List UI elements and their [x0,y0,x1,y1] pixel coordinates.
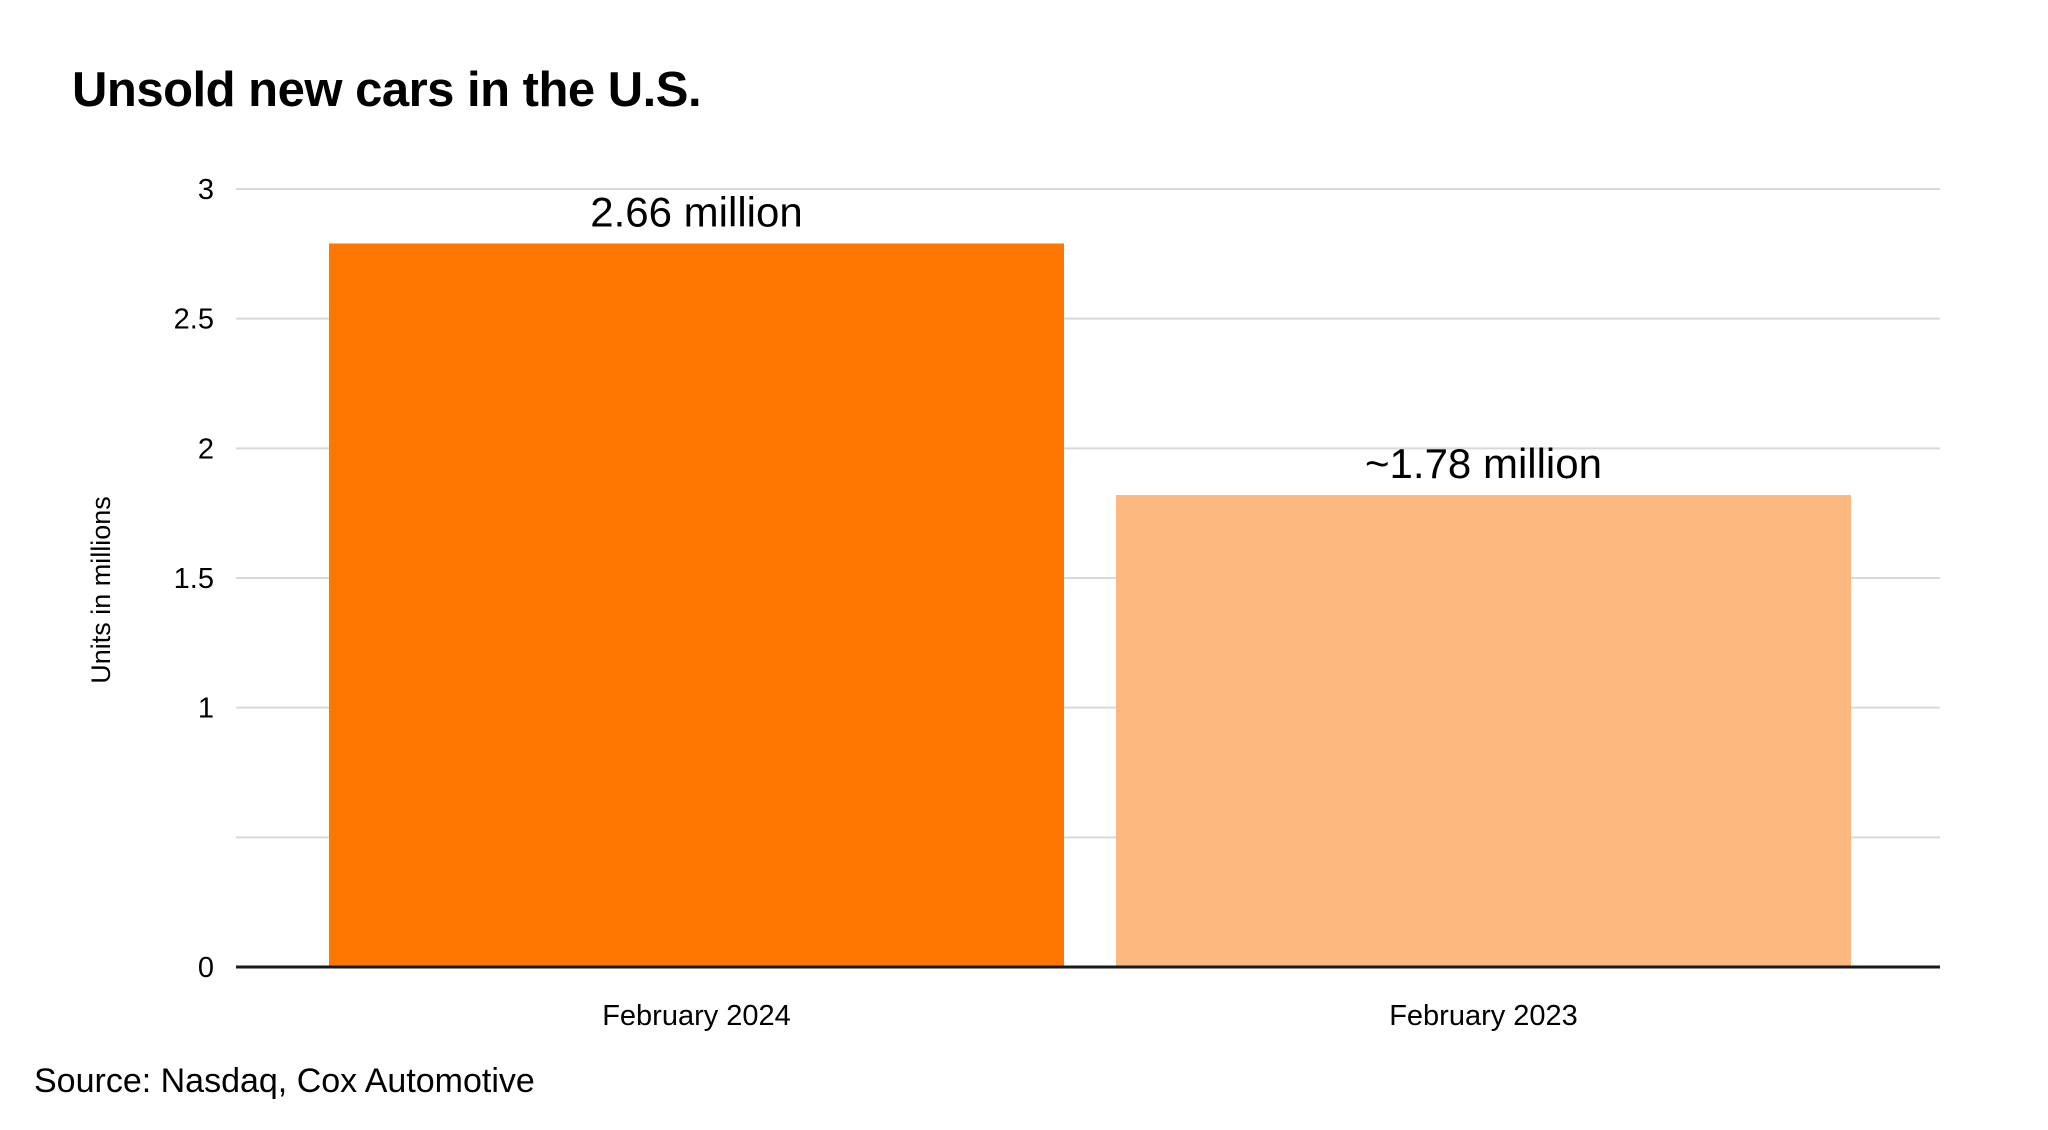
data-labels: 2.66 million ~1.78 million [590,188,1602,487]
x-tick-label: February 2023 [1389,1000,1578,1032]
y-tick-label: 1 [198,693,214,725]
bars [329,243,1851,967]
x-tick-label: February 2024 [602,1000,791,1032]
chart-title: Unsold new cars in the U.S. [72,63,702,117]
y-axis-title: Units in millions [86,496,116,684]
y-tick-label: 2.5 [174,304,214,336]
chart-source: Source: Nasdaq, Cox Automotive [34,1062,535,1100]
bar-data-label: 2.66 million [590,188,802,235]
x-axis-ticks: February 2024 February 2023 [602,1000,1578,1032]
y-tick-label: 0 [198,952,214,984]
y-axis-ticks: 0 1 1.5 2 2.5 3 [174,174,214,984]
bar [1116,495,1851,967]
bar-data-label: ~1.78 million [1365,440,1602,487]
bar [329,243,1064,967]
y-tick-label: 2 [198,433,214,465]
y-tick-label: 3 [198,174,214,206]
y-tick-label: 1.5 [174,563,214,595]
